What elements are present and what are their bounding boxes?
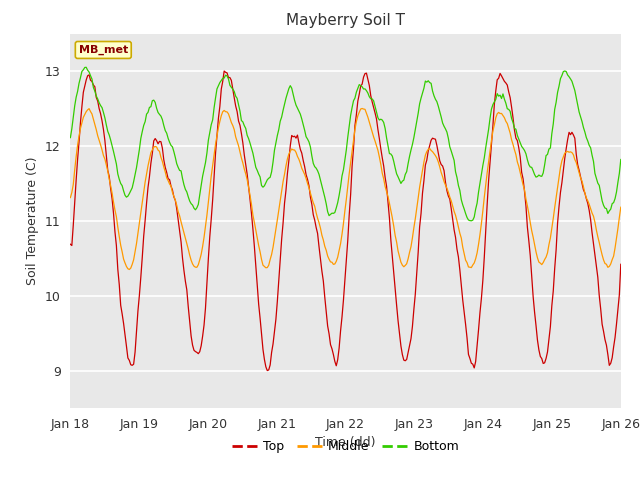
Top bbox=[102, 153, 110, 158]
Middle bbox=[616, 215, 623, 220]
Bottom bbox=[543, 152, 551, 157]
Line: Top: Top bbox=[70, 71, 621, 371]
Line: Bottom: Bottom bbox=[70, 67, 621, 221]
Top bbox=[617, 262, 625, 267]
Middle bbox=[358, 106, 366, 111]
Top bbox=[543, 349, 551, 355]
Bottom bbox=[351, 95, 359, 101]
Top bbox=[353, 112, 360, 118]
Bottom bbox=[86, 73, 94, 79]
Top bbox=[616, 292, 623, 298]
Top bbox=[264, 368, 271, 373]
Middle bbox=[351, 127, 359, 132]
Bottom bbox=[104, 129, 111, 134]
Title: Mayberry Soil T: Mayberry Soil T bbox=[286, 13, 405, 28]
Top bbox=[461, 322, 469, 327]
Middle bbox=[617, 204, 625, 210]
Bottom bbox=[460, 206, 468, 212]
X-axis label: Time (dd): Time (dd) bbox=[316, 436, 376, 449]
Top bbox=[85, 72, 93, 78]
Top bbox=[220, 68, 228, 74]
Bottom bbox=[83, 64, 90, 70]
Bottom bbox=[67, 135, 74, 141]
Bottom bbox=[616, 170, 623, 176]
Top bbox=[67, 241, 74, 247]
Line: Middle: Middle bbox=[70, 108, 621, 269]
Middle bbox=[461, 257, 469, 263]
Middle bbox=[85, 106, 93, 111]
Middle bbox=[67, 195, 74, 201]
Legend: Top, Middle, Bottom: Top, Middle, Bottom bbox=[227, 435, 464, 458]
Y-axis label: Soil Temperature (C): Soil Temperature (C) bbox=[26, 156, 39, 285]
Middle bbox=[543, 250, 551, 256]
Middle bbox=[125, 266, 133, 272]
Bottom bbox=[617, 156, 625, 162]
Text: MB_met: MB_met bbox=[79, 45, 128, 55]
Bottom bbox=[467, 218, 475, 224]
Middle bbox=[102, 162, 110, 168]
